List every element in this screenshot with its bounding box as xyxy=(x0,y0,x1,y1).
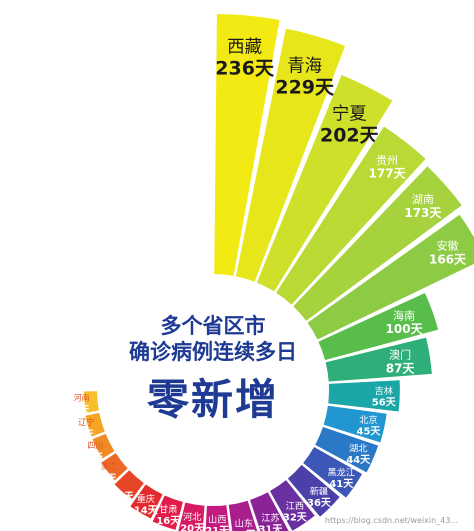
rose-sector-13 xyxy=(287,464,340,517)
sector-label-value: 100天 xyxy=(386,322,424,336)
sector-label-value: 36天 xyxy=(307,497,332,509)
sector-label-value: 2天 xyxy=(79,429,95,440)
sector-label-value: 87天 xyxy=(386,361,416,375)
sector-label-name: 广西 xyxy=(118,479,134,489)
center-title-line-3: 零新增 xyxy=(146,375,279,424)
sector-label-value: 45天 xyxy=(356,426,381,438)
sector-label-value: 173天 xyxy=(404,206,442,220)
rose-sector-7 xyxy=(318,292,439,360)
rose-sector-9 xyxy=(328,380,400,412)
sector-label-name: 北京 xyxy=(359,414,377,426)
sector-label-name: 辽宁 xyxy=(78,417,94,427)
rose-sector-15 xyxy=(249,492,289,531)
sector-label-name: 江苏 xyxy=(261,512,279,524)
sector-label-name: 西藏 xyxy=(227,38,262,58)
sector-label-value: 44天 xyxy=(346,454,371,466)
sector-label-name: 新疆 xyxy=(310,485,328,497)
sector-label-name: 贵州 xyxy=(376,154,398,167)
rose-sector-8 xyxy=(325,337,432,382)
sector-label-name: 江西 xyxy=(286,501,304,512)
rose-sector-5 xyxy=(293,166,462,321)
sector-label-value: 229天 xyxy=(275,76,335,98)
rose-sector-4 xyxy=(276,126,426,305)
center-title-line-2: 确诊病例连续多日 xyxy=(129,340,297,364)
rose-sector-12 xyxy=(303,446,363,498)
sector-label-value: 177天 xyxy=(369,167,407,181)
sector-label-name: 海南 xyxy=(393,308,415,322)
sector-label-value: 166天 xyxy=(429,252,467,266)
sector-label-value: 16天 xyxy=(156,515,181,527)
sector-label-name: 安徽 xyxy=(436,239,458,253)
rose-sector-2 xyxy=(235,28,346,282)
rose-sector-23 xyxy=(92,433,115,459)
sector-label-name: 湖南 xyxy=(412,193,434,206)
sector-label-value: 41天 xyxy=(329,478,354,490)
rose-sector-16 xyxy=(228,500,258,531)
sector-label-name: 河北 xyxy=(183,511,201,523)
sector-label-value: 1天 xyxy=(74,404,90,415)
sector-label-name: 澳门 xyxy=(389,348,411,362)
sector-label-value: 21天 xyxy=(205,525,230,531)
rose-sector-20 xyxy=(130,484,163,519)
sector-label-value: 236天 xyxy=(215,57,275,79)
sector-label-name: 青海 xyxy=(287,57,322,77)
rose-sector-11 xyxy=(315,426,379,473)
sector-label-value: 28天 xyxy=(232,529,257,531)
rose-sector-17 xyxy=(205,505,230,531)
rose-sector-21 xyxy=(114,470,144,500)
sector-label-value: 32天 xyxy=(283,511,308,523)
rose-sector-10 xyxy=(323,405,387,443)
sector-label-value: 2天 xyxy=(88,452,104,463)
watermark-text: https://blog.csdn.net/weixin_43... xyxy=(324,516,458,525)
sector-label-name: 吉林 xyxy=(375,385,393,397)
sector-label-value: 31天 xyxy=(258,524,283,531)
sector-label-value: 14天 xyxy=(134,505,159,517)
sector-label-name: 宁夏 xyxy=(332,105,367,125)
sector-label-value: 56天 xyxy=(372,396,397,408)
rose-sector-22 xyxy=(101,453,128,481)
rose-sector-14 xyxy=(269,480,315,531)
sector-label-name: 黑龙江 xyxy=(327,467,355,479)
sector-label-name: 河南 xyxy=(74,392,90,402)
rose-sector-1 xyxy=(214,14,280,276)
sector-label-name: 山西 xyxy=(208,515,226,526)
sector-label-value: 5天 xyxy=(101,473,117,484)
sector-label-name: 重庆 xyxy=(137,493,155,505)
sector-label-name: 甘肃 xyxy=(159,504,177,516)
sector-label-value: 8天 xyxy=(118,491,134,502)
rose-sector-19 xyxy=(152,495,183,530)
sector-label-value: 20天 xyxy=(180,522,205,531)
rose-sector-18 xyxy=(178,502,205,531)
sector-label-name: 山东 xyxy=(235,518,253,530)
rose-sector-3 xyxy=(256,74,393,292)
center-title-line-1: 多个省区市 xyxy=(160,314,266,338)
sector-label-name: 四川 xyxy=(87,441,103,450)
rose-sector-6 xyxy=(307,214,474,340)
sector-label-value: 202天 xyxy=(320,124,380,146)
sector-label-name: 湖北 xyxy=(349,443,367,454)
rose-sector-25 xyxy=(83,391,99,413)
sector-label-name: 浙江 xyxy=(101,461,117,471)
rose-sector-24 xyxy=(85,412,105,437)
